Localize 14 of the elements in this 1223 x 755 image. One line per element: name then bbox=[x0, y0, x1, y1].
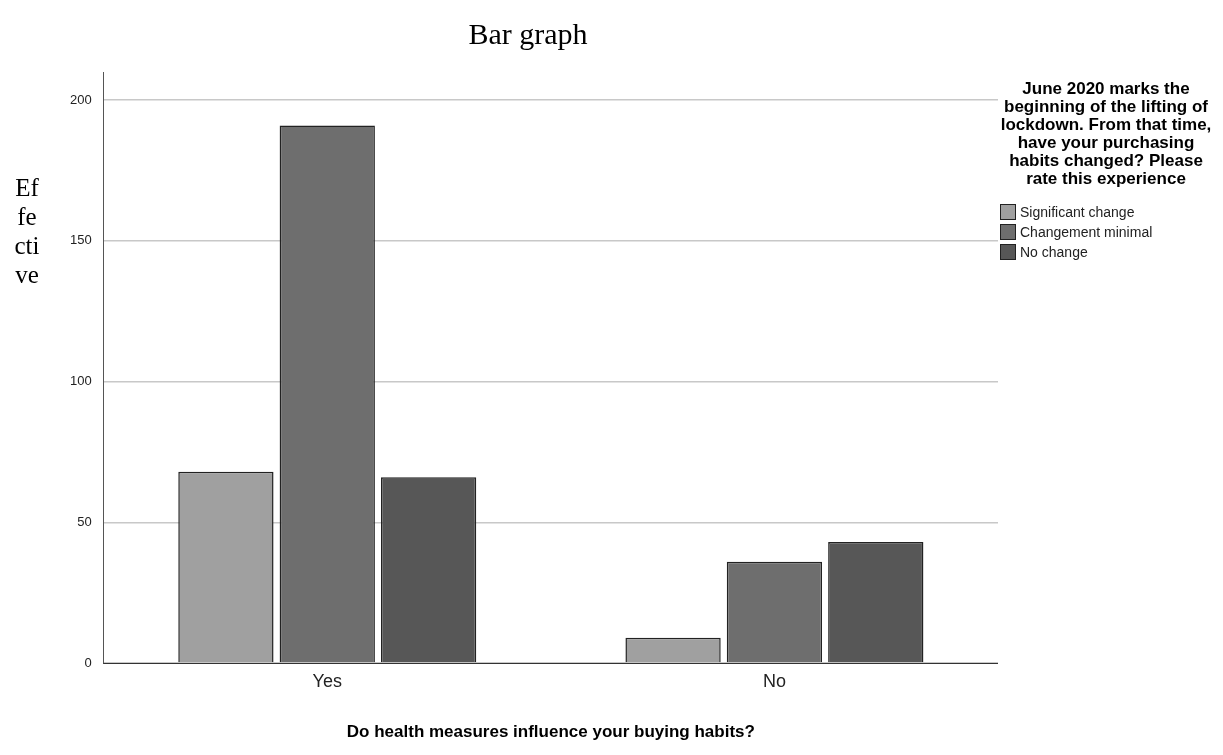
y-tick-label: 100 bbox=[69, 373, 92, 389]
y-tick-label: 150 bbox=[69, 232, 92, 248]
y-tick-label: 50 bbox=[77, 513, 92, 529]
legend-label: Changement minimal bbox=[1020, 224, 1153, 240]
legend-label: No change bbox=[1020, 244, 1088, 260]
legend-label: Significant change bbox=[1020, 204, 1135, 220]
y-tick-label: 0 bbox=[84, 654, 92, 670]
y-axis-title: Effective bbox=[13, 173, 41, 289]
x-axis-title: Do health measures influence your buying habits? bbox=[346, 722, 755, 742]
x-tick-label: No bbox=[762, 670, 786, 691]
x-tick-label: Yes bbox=[312, 670, 342, 691]
legend-title: June 2020 marks the beginning of the lifting of lockdown. From that time, have your purchasing habits changed? Please rate this experience bbox=[1000, 79, 1212, 188]
chart-title: Bar graph bbox=[468, 16, 588, 50]
y-tick-label: 200 bbox=[69, 91, 92, 107]
